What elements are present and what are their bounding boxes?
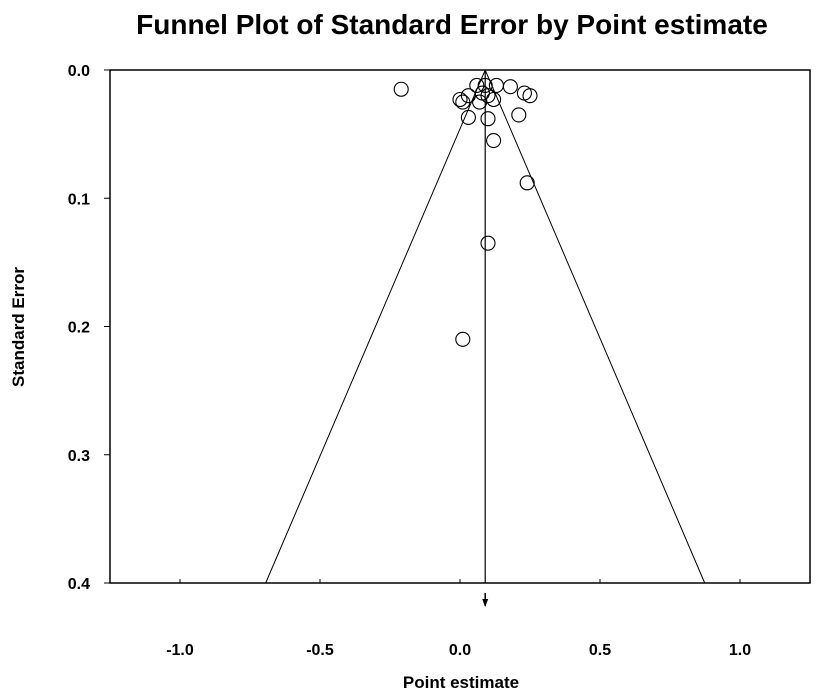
- data-point: [393, 81, 409, 97]
- y-tick-label: 0.1: [68, 191, 90, 208]
- y-tick-label: 0.0: [68, 63, 90, 80]
- data-point: [460, 109, 476, 126]
- data-point: [480, 111, 496, 127]
- data-point: [511, 107, 527, 123]
- pooled-arrow-head: [482, 599, 489, 607]
- chart-title: Funnel Plot of Standard Error by Point e…: [136, 9, 768, 40]
- data-points: [393, 77, 538, 347]
- data-point: [452, 91, 468, 108]
- y-tick-label: 0.3: [68, 448, 90, 465]
- x-tick-label: 0.5: [589, 642, 611, 659]
- data-point: [486, 132, 502, 149]
- x-tick-label: 1.0: [729, 642, 751, 659]
- plot-frame: [109, 69, 811, 584]
- data-point: [480, 235, 496, 251]
- x-axis-ticks: -1.0 -0.5 0.0 0.5 1.0: [166, 579, 751, 659]
- funnel-lines: [265, 69, 706, 584]
- data-point: [519, 175, 535, 191]
- x-axis-title: Point estimate: [403, 673, 519, 692]
- data-point: [469, 77, 485, 93]
- funnel-right-limit: [484, 69, 706, 584]
- y-axis-ticks: 0.0 0.1 0.2 0.3 0.4: [68, 63, 110, 593]
- y-tick-label: 0.4: [68, 576, 90, 593]
- y-tick-label: 0.2: [68, 320, 90, 337]
- data-point: [480, 88, 496, 104]
- data-point: [522, 88, 538, 104]
- data-point: [455, 331, 471, 347]
- y-axis-title: Standard Error: [9, 267, 28, 387]
- data-point: [486, 91, 502, 108]
- x-tick-label: 0.0: [449, 642, 471, 659]
- x-tick-label: -1.0: [166, 642, 194, 659]
- x-tick-label: -0.5: [306, 642, 334, 659]
- data-point: [502, 79, 518, 95]
- pooled-estimate-marker: [482, 593, 489, 607]
- data-point: [477, 77, 493, 93]
- funnel-left-limit: [265, 69, 486, 584]
